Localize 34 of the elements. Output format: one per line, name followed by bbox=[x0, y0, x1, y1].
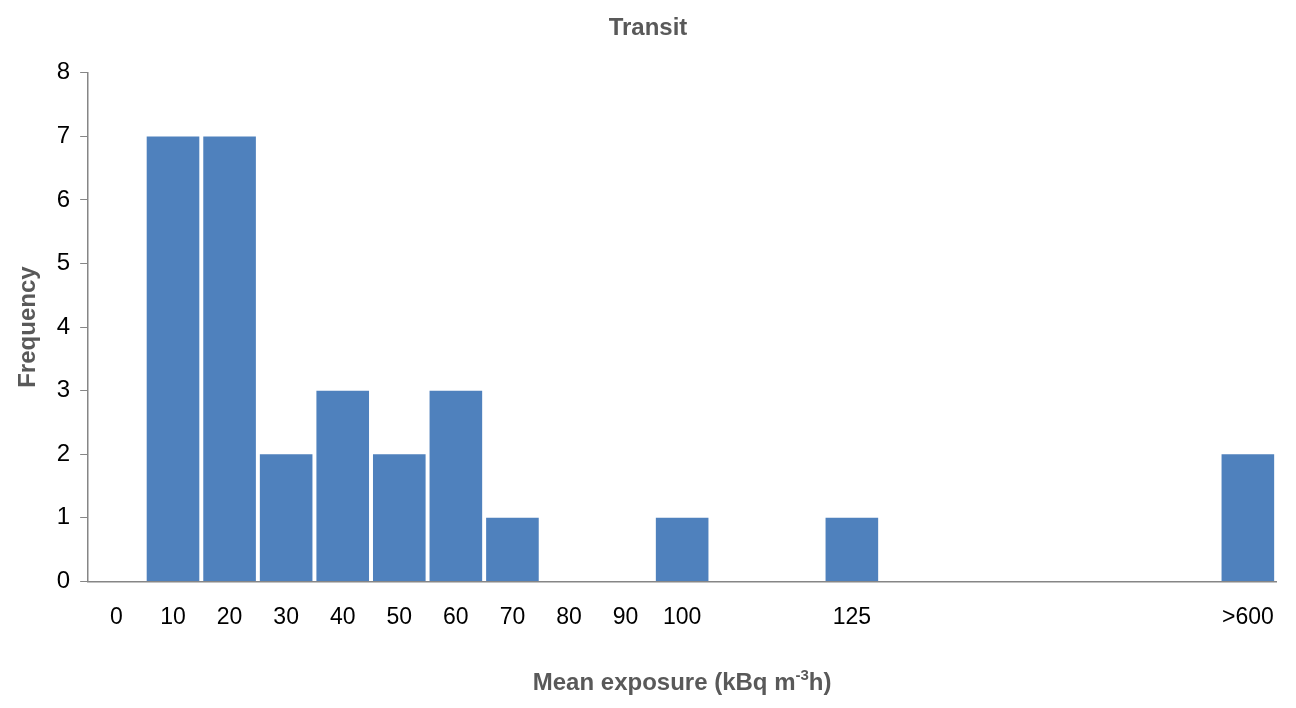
x-tick-label: 60 bbox=[443, 602, 469, 629]
x-tick-label: 70 bbox=[499, 602, 526, 629]
x-tick-label: 40 bbox=[329, 602, 356, 629]
y-tick-label: 7 bbox=[56, 121, 71, 148]
bar bbox=[1221, 454, 1275, 581]
chart-title: Transit bbox=[608, 13, 688, 41]
y-axis-title: Frequency bbox=[13, 265, 41, 388]
y-tick-label: 1 bbox=[56, 502, 71, 530]
y-tick-label: 4 bbox=[56, 311, 71, 339]
bar bbox=[486, 517, 539, 581]
x-tick-label: 90 bbox=[612, 602, 639, 629]
x-tick-label: 125 bbox=[832, 602, 872, 629]
x-tick-label: 80 bbox=[556, 602, 582, 629]
x-tick-label: 10 bbox=[160, 602, 186, 629]
bar bbox=[655, 517, 709, 581]
x-tick-label: 0 bbox=[110, 602, 123, 629]
bar bbox=[372, 454, 426, 581]
y-tick-label: 3 bbox=[56, 375, 71, 403]
y-tick-label: 5 bbox=[56, 248, 71, 276]
x-tick-label: 20 bbox=[216, 602, 243, 629]
bar bbox=[259, 454, 313, 581]
y-tick-label: 6 bbox=[56, 184, 71, 212]
bar bbox=[146, 136, 200, 581]
x-tick-label: 30 bbox=[273, 602, 299, 629]
y-tick-label: 0 bbox=[56, 566, 71, 594]
bar bbox=[316, 390, 370, 581]
bar bbox=[203, 136, 256, 581]
x-tick-label: >600 bbox=[1221, 602, 1274, 629]
x-tick-label: 50 bbox=[386, 602, 413, 629]
y-tick-label: 8 bbox=[56, 57, 71, 85]
y-tick-label: 2 bbox=[56, 438, 71, 466]
bar bbox=[825, 517, 879, 581]
bar bbox=[429, 390, 483, 581]
x-tick-label: 100 bbox=[662, 602, 702, 629]
